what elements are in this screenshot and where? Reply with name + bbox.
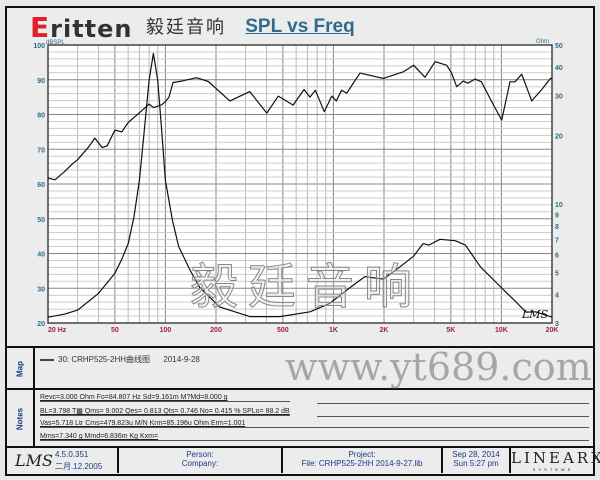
y-right-tick-label: 5 [555,271,559,278]
x-tick-label: 10K [495,327,508,334]
y-left-tick-label: 100 [33,43,45,50]
x-tick-label: 20 Hz [48,327,67,334]
note-line-blank [317,407,589,417]
vendor-name: LINEARX [511,449,600,467]
y-right-tick-label: 50 [555,43,563,50]
note-line-blank [317,394,589,404]
footer: LMS 4.5.0.351 二月.12.2005 Person: Company… [7,446,600,473]
spl-curve [47,61,552,181]
x-tick-label: 2K [380,327,389,334]
notes-label: Notes [15,407,25,430]
legend-swatch [40,358,54,361]
note-line: Revc=3.000 Ohm Fo=84.807 Hz Sd=9.161m M?… [40,394,290,402]
y-left-tick-label: 70 [37,147,45,154]
y-right-axis-label: Ohm [536,39,549,45]
chart-title: SPL vs Freq [245,16,355,37]
spl-chart: 20 30 40 50 60 70 80 90 100 3 4 5 6 7 8 9 10 20 30 40 50 20 H… [33,39,563,334]
map-entry-name: 30: CRHP525-2HH曲线图 [58,355,151,364]
version: 4.5.0.351 [55,450,89,459]
map-entry[interactable]: 30: CRHP525-2HH曲线图 2014-9-28 [40,354,200,365]
y-right-tick-label: 30 [555,93,563,100]
y-right-tick-label: 6 [555,253,559,260]
company-label: Company: [181,459,219,468]
y-left-tick-label: 40 [37,252,45,259]
y-right-tick-label: 4 [555,293,559,300]
project-label: Project: [348,450,376,459]
brand-logo-cn: 毅廷音响 [146,17,226,38]
footer-date: Sep 28, 2014 Sun 5:27 pm [443,448,511,473]
y-left-axis-label: dBSPL [46,40,65,46]
brand-logo: Eritten [30,11,133,44]
y-right-tick-label: 20 [555,134,563,141]
vendor-sub: S Y S T E M S [532,467,572,472]
note-line: Vas=5.718 Ltr Cms=479.823u M/N Krm=85.19… [40,420,589,428]
linearx-logo: LINEARX S Y S T E M S [511,448,600,473]
build-date: 二月.12.2005 [55,462,103,471]
x-tick-label: 100 [160,327,172,334]
y-left-tick-label: 80 [37,113,45,120]
report-date: Sep 28, 2014 [452,450,500,459]
y-left-tick-label: 90 [37,78,45,85]
y-right-tick-label: 7 [555,237,559,244]
impedance-curve [47,52,552,318]
map-panel: Map 30: CRHP525-2HH曲线图 2014-9-28 [7,346,593,389]
x-tick-label: 50 [111,327,119,334]
y-left-tick-label: 20 [37,321,45,328]
note-line: BL=3.798 T▩ Qms= 9.002 Qes= 0.813 Qts= 0… [40,408,290,416]
plot-border [47,44,553,324]
person-label: Person: [186,450,214,459]
y-right-tick-label: 40 [555,65,563,72]
lms-signature: LMS [521,308,549,321]
notes-side-label: Notes [7,390,35,447]
lms-logo: LMS [15,451,53,470]
y-right-tick-label: 3 [555,321,559,328]
map-entry-date: 2014-9-28 [163,355,200,364]
logo-text: ritten [50,15,133,43]
report-time: Sun 5:27 pm [453,459,499,468]
y-left-tick-label: 50 [37,217,45,224]
footer-app: LMS 4.5.0.351 二月.12.2005 [7,448,119,473]
note-line: Mms=7.340 g Mmd=6.836m Kg Kxm= [40,433,589,441]
y-right-tick-label: 8 [555,224,559,231]
x-tick-label: 200 [210,327,222,334]
notes-panel: Notes Revc=3.000 Ohm Fo=84.807 Hz Sd=9.1… [7,388,593,447]
x-tick-label: 500 [277,327,289,334]
footer-project: Project: File: CRHP525-2HH 2014-9-27.lib [283,448,443,473]
x-tick-label: 1K [329,327,338,334]
y-left-tick-label: 60 [37,182,45,189]
footer-person: Person: Company: [119,448,283,473]
project-file: File: CRHP525-2HH 2014-9-27.lib [301,459,423,468]
y-right-tick-label: 10 [555,202,563,209]
map-label: Map [15,360,25,377]
y-right-tick-label: 9 [555,212,559,219]
x-tick-label: 20K [546,327,559,334]
x-tick-label: 5K [446,327,455,334]
map-side-label: Map [7,348,35,389]
y-left-tick-label: 30 [37,286,45,293]
